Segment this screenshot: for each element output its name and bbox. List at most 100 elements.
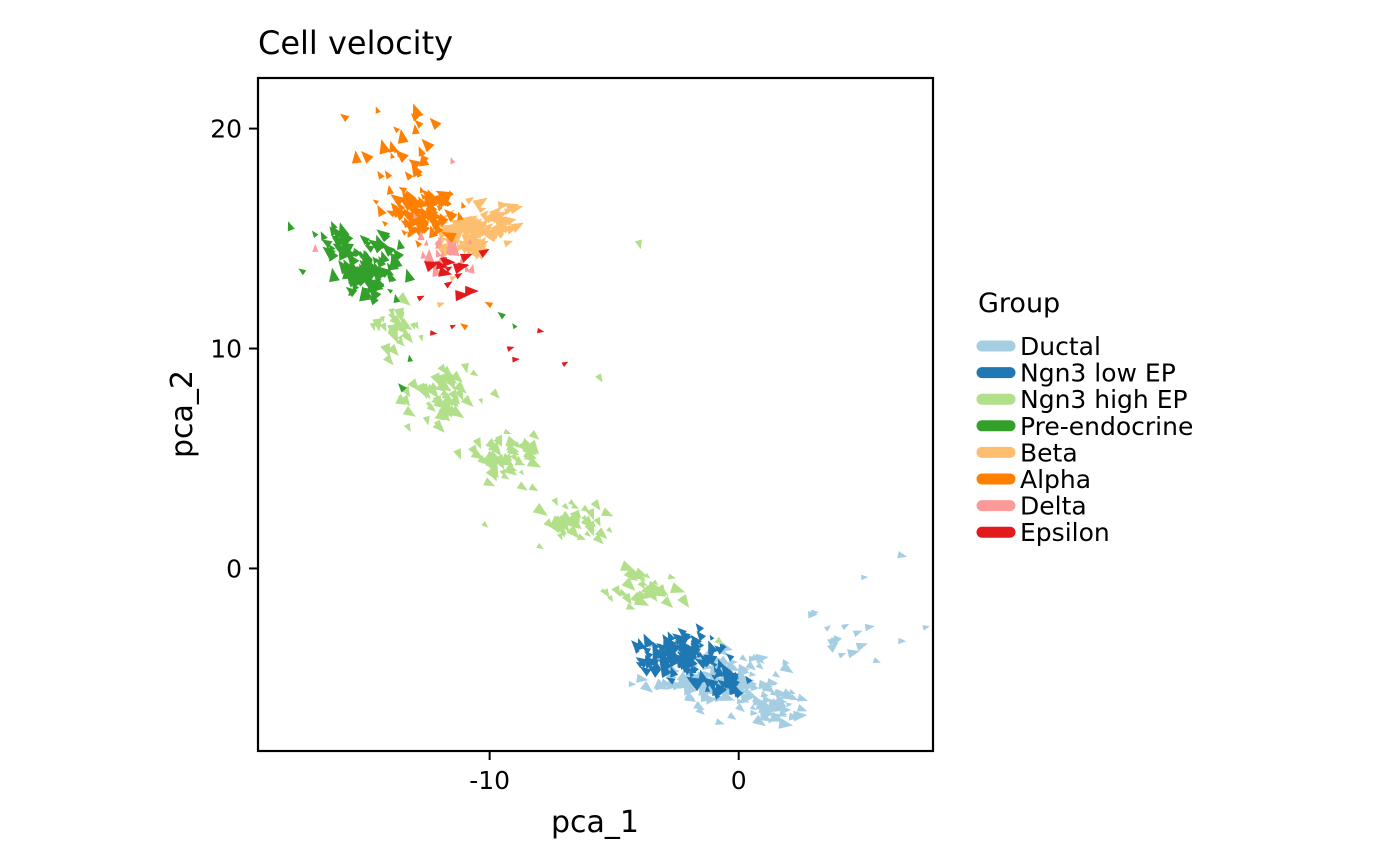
point-alpha xyxy=(429,225,439,239)
point-ngn3-high-ep xyxy=(523,448,537,460)
point-ngn3-high-ep xyxy=(561,502,569,510)
point-delta xyxy=(467,263,475,274)
point-beta xyxy=(479,227,492,237)
point-ngn3-low-ep xyxy=(679,656,688,669)
point-ngn3-high-ep xyxy=(606,526,613,534)
point-pre-endocrine xyxy=(387,288,393,294)
point-ngn3-high-ep xyxy=(388,312,395,322)
point-pre-endocrine xyxy=(363,240,372,248)
point-ductal xyxy=(827,642,839,653)
point-pre-endocrine xyxy=(386,262,394,272)
y-tick-label: 20 xyxy=(210,115,242,144)
point-epsilon xyxy=(436,260,448,270)
point-ngn3-high-ep xyxy=(520,438,534,447)
point-beta xyxy=(436,302,445,308)
point-ngn3-high-ep xyxy=(397,335,403,342)
point-ngn3-high-ep xyxy=(499,468,506,478)
point-ngn3-high-ep xyxy=(566,524,580,539)
point-ngn3-low-ep xyxy=(696,630,707,642)
point-alpha xyxy=(351,150,362,164)
point-beta xyxy=(471,238,486,253)
point-ngn3-high-ep xyxy=(569,517,582,530)
point-pre-endocrine xyxy=(331,221,338,231)
point-ngn3-low-ep xyxy=(702,654,718,666)
point-ngn3-high-ep xyxy=(658,584,664,591)
point-alpha xyxy=(407,231,413,238)
point-ngn3-high-ep xyxy=(549,520,560,534)
point-ductal xyxy=(838,653,847,659)
point-pre-endocrine xyxy=(320,231,328,241)
point-ngn3-high-ep xyxy=(634,567,648,577)
point-ngn3-high-ep xyxy=(528,429,540,440)
point-alpha xyxy=(415,239,423,248)
point-pre-endocrine xyxy=(359,234,371,245)
point-ngn3-high-ep xyxy=(445,406,454,417)
legend-label-ngn3-low-ep: Ngn3 low EP xyxy=(1020,359,1176,388)
point-ngn3-low-ep xyxy=(680,655,691,664)
point-ngn3-high-ep xyxy=(461,394,474,407)
point-ngn3-high-ep xyxy=(369,322,376,332)
legend-label-ngn3-high-ep: Ngn3 high EP xyxy=(1020,385,1188,414)
point-ngn3-high-ep xyxy=(400,329,412,340)
point-ductal xyxy=(774,689,782,695)
point-ngn3-low-ep xyxy=(631,640,644,653)
point-ngn3-high-ep xyxy=(483,477,496,487)
point-ductal xyxy=(847,649,860,659)
point-ductal xyxy=(628,681,637,687)
point-ductal xyxy=(749,671,757,677)
point-delta xyxy=(420,250,427,259)
point-ngn3-high-ep xyxy=(532,502,548,516)
point-epsilon xyxy=(443,257,456,267)
point-ngn3-low-ep xyxy=(714,645,725,655)
point-ngn3-high-ep xyxy=(426,403,436,412)
point-ngn3-high-ep xyxy=(489,388,500,399)
point-delta xyxy=(423,239,429,246)
point-alpha xyxy=(460,323,469,331)
point-alpha xyxy=(390,194,405,207)
point-pre-endocrine xyxy=(351,281,360,292)
point-pre-endocrine xyxy=(376,229,391,242)
point-ductal xyxy=(786,702,793,708)
point-alpha xyxy=(419,223,431,234)
point-beta xyxy=(510,222,524,234)
point-ngn3-high-ep xyxy=(516,481,528,491)
point-ductal xyxy=(782,659,790,665)
point-delta xyxy=(440,250,445,257)
point-ngn3-high-ep xyxy=(403,423,411,433)
point-alpha xyxy=(461,201,467,209)
point-ductal xyxy=(736,675,750,688)
point-ngn3-low-ep xyxy=(676,651,686,659)
point-ngn3-high-ep xyxy=(380,342,390,358)
point-alpha xyxy=(403,208,413,219)
point-ngn3-low-ep xyxy=(704,684,711,692)
point-alpha xyxy=(407,223,419,237)
point-ngn3-high-ep xyxy=(536,542,544,550)
point-ngn3-high-ep xyxy=(453,448,461,460)
point-ngn3-high-ep xyxy=(595,373,603,383)
point-ductal xyxy=(796,693,808,702)
point-pre-endocrine xyxy=(364,244,375,253)
point-ngn3-high-ep xyxy=(621,592,632,605)
point-ngn3-high-ep xyxy=(556,532,563,541)
point-ngn3-low-ep xyxy=(643,633,655,649)
point-ngn3-high-ep xyxy=(584,522,594,537)
point-ngn3-high-ep xyxy=(396,337,405,347)
point-alpha xyxy=(375,106,381,114)
point-ductal xyxy=(743,668,750,674)
point-ductal xyxy=(772,670,781,678)
point-ngn3-high-ep xyxy=(441,367,449,377)
point-ngn3-high-ep xyxy=(649,591,658,598)
point-delta xyxy=(417,230,425,241)
point-ngn3-low-ep xyxy=(686,676,702,689)
point-ngn3-low-ep xyxy=(670,650,676,657)
point-epsilon xyxy=(454,273,463,280)
point-pre-endocrine xyxy=(335,231,349,243)
point-ngn3-high-ep xyxy=(601,507,614,517)
point-alpha xyxy=(439,212,446,221)
point-pre-endocrine xyxy=(361,256,372,268)
point-beta xyxy=(449,276,457,282)
point-ngn3-low-ep xyxy=(709,634,715,641)
point-ductal xyxy=(861,574,869,581)
point-pre-endocrine xyxy=(326,245,332,253)
legend-label-delta: Delta xyxy=(1020,492,1087,521)
